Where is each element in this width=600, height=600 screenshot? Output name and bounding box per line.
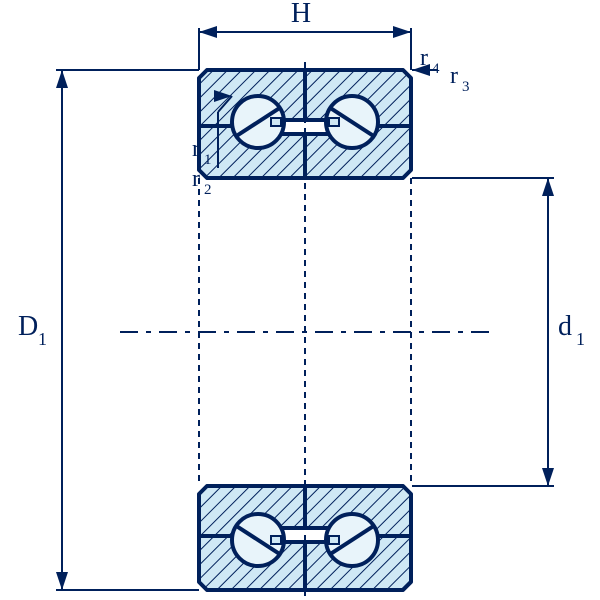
svg-text:D: D [18, 311, 38, 342]
svg-text:1: 1 [576, 329, 585, 349]
svg-text:r: r [450, 63, 458, 89]
svg-text:d: d [558, 311, 572, 342]
svg-text:1: 1 [38, 329, 47, 349]
bearing-diagram: HD1d1r1r2r3r4 [0, 0, 600, 600]
svg-text:1: 1 [204, 152, 212, 168]
svg-text:r: r [192, 166, 200, 192]
svg-text:3: 3 [462, 79, 470, 95]
svg-text:H: H [291, 0, 311, 29]
svg-text:r: r [192, 136, 200, 162]
svg-text:2: 2 [204, 182, 212, 198]
